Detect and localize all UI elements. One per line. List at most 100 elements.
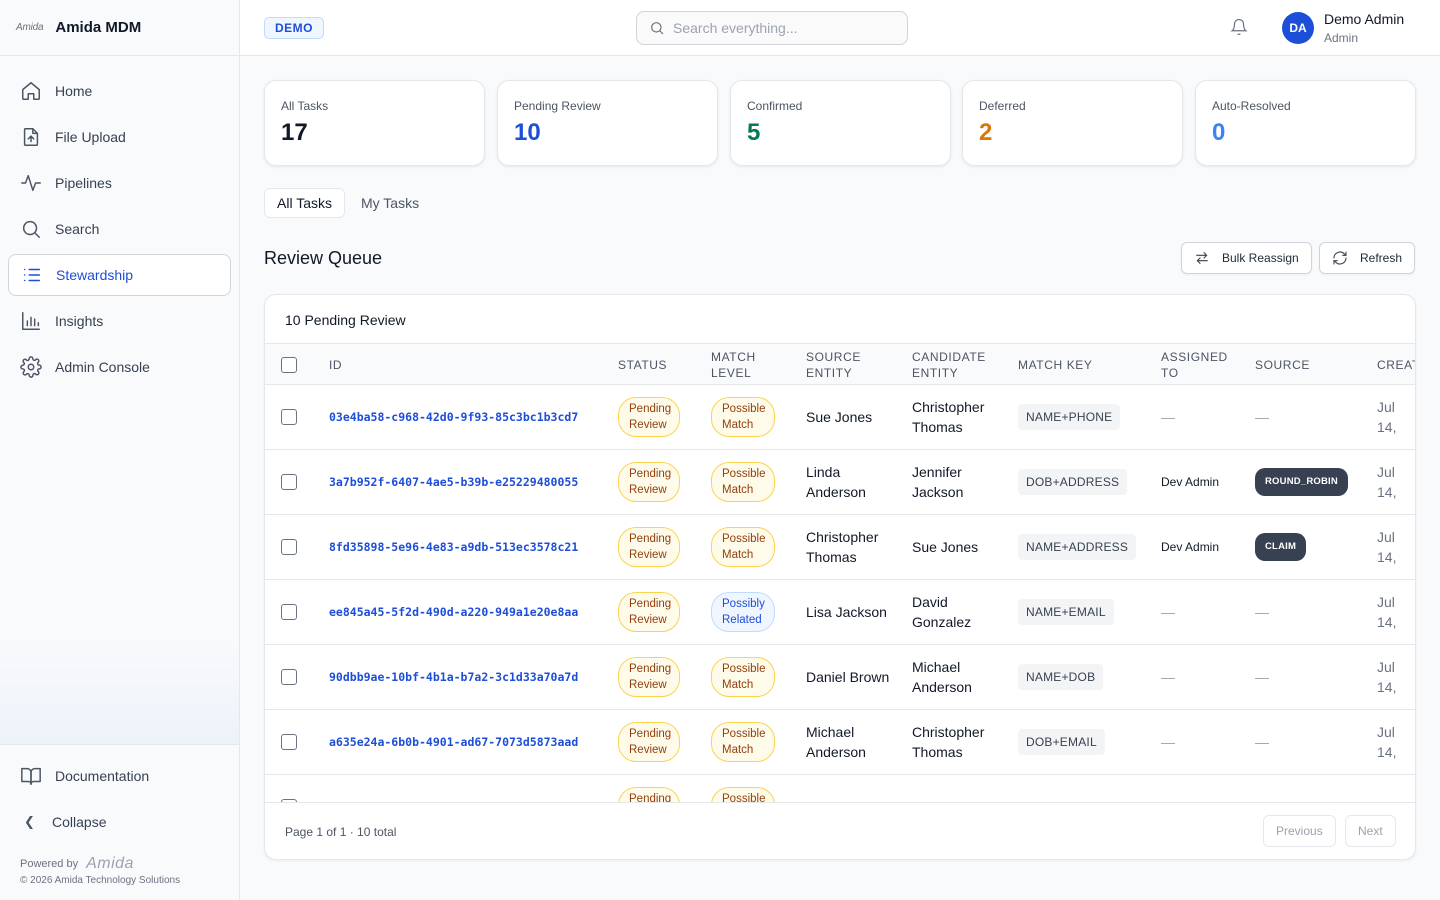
assigned-to-value: —	[1161, 669, 1175, 685]
home-icon	[22, 82, 40, 100]
sidebar-item-stewardship[interactable]: Stewardship	[8, 254, 231, 296]
stat-card-confirmed[interactable]: Confirmed 5	[730, 80, 951, 166]
stat-label: All Tasks	[281, 99, 329, 113]
sidebar-item-label: Search	[55, 221, 100, 237]
status-badge: Pending Review	[618, 592, 680, 632]
source-entity-name: Sue Jones	[806, 409, 873, 425]
match-level-cell: Possible Match	[711, 450, 775, 514]
refresh-button[interactable]: Refresh	[1319, 242, 1416, 274]
row-checkbox[interactable]	[281, 474, 297, 490]
column-header-created[interactable]: CREAT	[1377, 358, 1416, 372]
column-header-candidate-entity[interactable]: CANDIDATE ENTITY	[912, 350, 986, 380]
source-entity-cell: Christopher Thomas	[806, 515, 898, 579]
app-name[interactable]: Amida MDM	[55, 19, 142, 36]
sidebar-item-admin-console[interactable]: Admin Console	[8, 346, 231, 388]
stat-card-deferred[interactable]: Deferred 2	[962, 80, 1183, 166]
task-id-link[interactable]: 03e4ba58-c968-42d0-9f93-85c3bc1b3cd7	[329, 410, 579, 424]
assigned-to-value: Dev Admin	[1161, 475, 1220, 489]
task-id-link[interactable]: 8fd35898-5e96-4e83-a9db-513ec3578c21	[329, 540, 579, 554]
column-header-match-level[interactable]: MATCH LEVEL	[711, 350, 756, 380]
status-badge: Pending Review	[618, 397, 680, 437]
tab-all-tasks[interactable]: All Tasks	[264, 188, 345, 218]
chevron-left-icon: ❮	[24, 814, 35, 829]
task-id-link[interactable]: a635e24a-6b0b-4901-ad67-7073d5873aad	[329, 735, 579, 749]
table-row[interactable]: Pending Review Possible Match Nancy Bobby	[265, 775, 1415, 802]
table-row[interactable]: 90dbb9ae-10bf-4b1a-b7a2-3c1d33a70a7d Pend…	[265, 645, 1415, 710]
user-role: Admin	[1324, 31, 1359, 45]
match-level-cell: Possibly Related	[711, 580, 775, 644]
table-header: ID STATUS MATCH LEVEL SOURCE ENTITY CAND…	[265, 343, 1416, 385]
stat-card-pending-review[interactable]: Pending Review 10	[497, 80, 718, 166]
status-cell: Pending Review	[618, 515, 680, 579]
stat-card-all-tasks[interactable]: All Tasks 17	[264, 80, 485, 166]
table-row[interactable]: 8fd35898-5e96-4e83-a9db-513ec3578c21 Pend…	[265, 515, 1415, 580]
created-date: Jul 14,	[1377, 464, 1397, 500]
avatar[interactable]: DA	[1282, 12, 1314, 44]
task-id-link[interactable]: 90dbb9ae-10bf-4b1a-b7a2-3c1d33a70a7d	[329, 670, 579, 684]
assigned-to-value: Dev Admin	[1161, 540, 1220, 554]
task-id-link[interactable]: ee845a45-5f2d-490d-a220-949a1e20e8aa	[329, 605, 579, 619]
notifications-button[interactable]	[1230, 18, 1250, 38]
candidate-entity-cell: Jennifer Jackson	[912, 450, 1004, 514]
sidebar-item-label: Home	[55, 83, 93, 99]
column-header-assigned-to[interactable]: ASSIGNED TO	[1161, 350, 1228, 380]
task-id-link[interactable]: 3a7b952f-6407-4ae5-b39b-e25229480055	[329, 475, 579, 489]
match-level-badge: Possible Match	[711, 527, 775, 567]
previous-page-button[interactable]: Previous	[1263, 815, 1336, 847]
tab-my-tasks[interactable]: My Tasks	[360, 195, 420, 211]
column-header-source[interactable]: SOURCE	[1255, 358, 1310, 372]
next-page-button[interactable]: Next	[1345, 815, 1396, 847]
row-checkbox[interactable]	[281, 604, 297, 620]
candidate-entity-name: Bobby	[912, 797, 952, 802]
search-input[interactable]	[673, 20, 893, 36]
assigned-to-cell: —	[1161, 710, 1175, 774]
sidebar-item-file-upload[interactable]: File Upload	[8, 116, 231, 158]
source-cell: —	[1255, 580, 1269, 644]
match-level-badge: Possible Match	[711, 397, 775, 437]
sidebar-item-search[interactable]: Search	[8, 208, 231, 250]
table-row[interactable]: 03e4ba58-c968-42d0-9f93-85c3bc1b3cd7 Pend…	[265, 385, 1415, 450]
column-header-id[interactable]: ID	[329, 358, 343, 372]
candidate-entity-cell: Bobby	[912, 775, 1004, 802]
stat-card-auto-resolved[interactable]: Auto-Resolved 0	[1195, 80, 1416, 166]
collapse-button[interactable]: ❮ Collapse	[0, 801, 239, 843]
column-header-match-key[interactable]: MATCH KEY	[1018, 358, 1093, 372]
candidate-entity-name: David Gonzalez	[912, 594, 972, 630]
user-name[interactable]: Demo Admin	[1324, 11, 1405, 27]
match-key-cell: NAME+DOB	[1018, 645, 1104, 709]
source-entity-cell: Lisa Jackson	[806, 580, 898, 644]
source-cell: —	[1255, 385, 1269, 449]
bulk-reassign-button[interactable]: Bulk Reassign	[1181, 242, 1312, 274]
row-checkbox[interactable]	[281, 734, 297, 750]
sidebar-item-label: Stewardship	[56, 267, 134, 283]
table-row[interactable]: a635e24a-6b0b-4901-ad67-7073d5873aad Pend…	[265, 710, 1415, 775]
review-table[interactable]: ID STATUS MATCH LEVEL SOURCE ENTITY CAND…	[265, 343, 1416, 803]
row-checkbox[interactable]	[281, 799, 297, 802]
sidebar-item-pipelines[interactable]: Pipelines	[8, 162, 231, 204]
collapse-label: Collapse	[52, 814, 107, 830]
search-icon	[651, 22, 664, 35]
stat-label: Auto-Resolved	[1212, 99, 1291, 113]
row-checkbox[interactable]	[281, 409, 297, 425]
match-key-cell: DOB+EMAIL	[1018, 710, 1105, 774]
list-icon	[23, 268, 41, 282]
match-level-cell: Possible Match	[711, 710, 775, 774]
select-all-checkbox[interactable]	[281, 357, 297, 373]
sidebar-item-insights[interactable]: Insights	[8, 300, 231, 342]
table-row[interactable]: 3a7b952f-6407-4ae5-b39b-e25229480055 Pend…	[265, 450, 1415, 515]
sidebar-item-home[interactable]: Home	[8, 70, 231, 112]
global-search[interactable]	[636, 11, 908, 45]
status-badge: Pending Review	[618, 787, 680, 802]
status-cell: Pending Review	[618, 710, 680, 774]
source-entity-name: Michael Anderson	[806, 724, 866, 760]
documentation-link[interactable]: Documentation	[8, 755, 231, 797]
column-header-source-entity[interactable]: SOURCE ENTITY	[806, 350, 861, 380]
row-checkbox[interactable]	[281, 669, 297, 685]
source-entity-name: Daniel Brown	[806, 669, 890, 685]
file-upload-icon	[23, 128, 39, 146]
table-row[interactable]: ee845a45-5f2d-490d-a220-949a1e20e8aa Pend…	[265, 580, 1415, 645]
row-checkbox[interactable]	[281, 539, 297, 555]
match-key-tag: NAME+EMAIL	[1018, 599, 1114, 625]
column-header-status[interactable]: STATUS	[618, 358, 668, 372]
powered-by: Powered by Amida	[20, 855, 134, 873]
